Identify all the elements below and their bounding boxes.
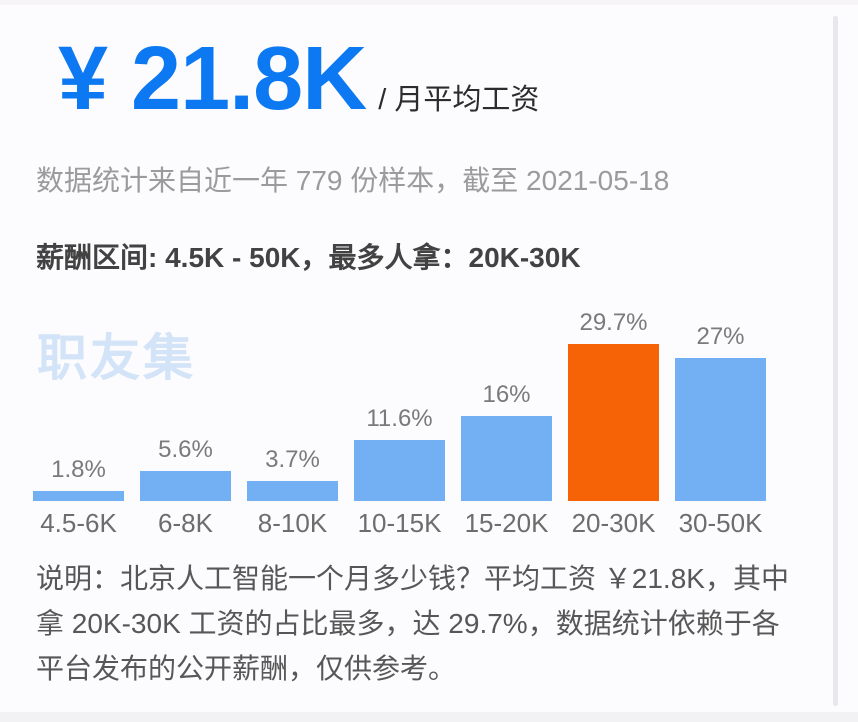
bar-column: 11.6% bbox=[354, 405, 445, 501]
bar-column: 27% bbox=[675, 323, 766, 501]
bottom-edge-strip bbox=[0, 712, 858, 722]
bar-column: 3.7% bbox=[247, 446, 338, 501]
bar-category-label: 30-50K bbox=[678, 508, 763, 538]
bar bbox=[675, 358, 766, 501]
bar-category-label: 15-20K bbox=[464, 508, 549, 538]
sample-info-text: 数据统计来自近一年 779 份样本，截至 2021-05-18 bbox=[36, 165, 670, 196]
bar-category-label: 6-8K bbox=[158, 508, 213, 538]
bar-category-label: 4.5-6K bbox=[40, 508, 117, 538]
bar-chart-bars: 1.8% 5.6% 3.7% 11.6% 16% 29.7% 27% bbox=[33, 288, 766, 501]
bar-value-label: 1.8% bbox=[51, 456, 106, 483]
bar bbox=[33, 491, 124, 501]
scrollbar[interactable] bbox=[833, 16, 838, 706]
average-salary-unit-label: / 月平均工资 bbox=[378, 84, 540, 116]
average-salary-title: ¥ 21.8K / 月平均工资 bbox=[58, 34, 539, 124]
bar-column: 29.7% bbox=[568, 309, 659, 501]
bar-chart-category-axis: 4.5-6K 6-8K 8-10K 10-15K 15-20K 20-30K 30-50K bbox=[33, 501, 766, 539]
bar-category-label: 10-15K bbox=[357, 508, 442, 538]
bar-value-label: 5.6% bbox=[158, 436, 213, 463]
top-edge-strip bbox=[0, 0, 858, 5]
bar-category-label: 8-10K bbox=[257, 508, 328, 538]
description-line: 平台发布的公开薪酬，仅供参考。 bbox=[36, 653, 457, 684]
description-text: 说明：北京人工智能一个月多少钱？平均工资 ￥21.8K，其中拿 20K-30K … bbox=[36, 556, 826, 691]
bar bbox=[568, 344, 659, 501]
bar-column: 1.8% bbox=[33, 456, 124, 501]
bar-value-label: 27% bbox=[696, 323, 745, 350]
salary-distribution-chart: 职友集 1.8% 5.6% 3.7% 11.6% 16% 29.7% 27% 4.5-6K 6… bbox=[33, 288, 766, 543]
bar-column: 5.6% bbox=[140, 436, 231, 501]
bar-category-label: 20-30K bbox=[571, 508, 656, 538]
bar-column: 16% bbox=[461, 381, 552, 501]
salary-range-text: 薪酬区间: 4.5K - 50K，最多人拿：20K-30K bbox=[36, 242, 581, 273]
bar bbox=[247, 481, 338, 501]
bar bbox=[461, 416, 552, 501]
bar-value-label: 29.7% bbox=[579, 309, 648, 336]
bar bbox=[354, 440, 445, 501]
description-line: 说明：北京人工智能一个月多少钱？平均工资 ￥21.8K，其中 bbox=[36, 563, 789, 594]
average-salary-value: ¥ 21.8K bbox=[58, 29, 367, 129]
description-line: 拿 20K-30K 工资的占比最多，达 29.7%，数据统计依赖于各 bbox=[36, 608, 780, 639]
bar-value-label: 16% bbox=[482, 381, 531, 408]
bar-value-label: 11.6% bbox=[366, 405, 433, 432]
watermark-logo-text: 职友集 bbox=[37, 330, 196, 386]
bar bbox=[140, 471, 231, 501]
bar-value-label: 3.7% bbox=[265, 446, 320, 473]
